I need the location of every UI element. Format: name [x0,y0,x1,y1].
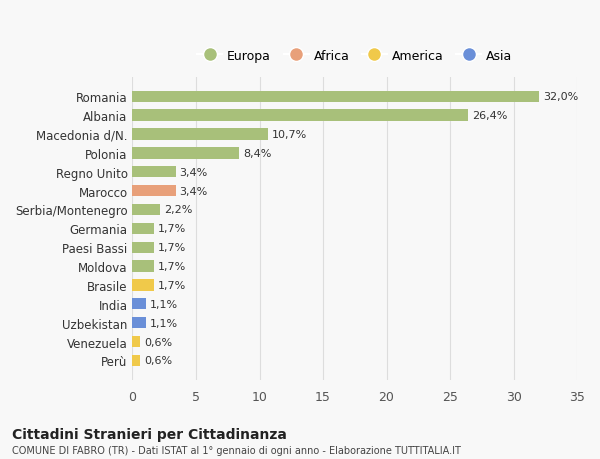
Text: 26,4%: 26,4% [472,111,507,121]
Text: 1,1%: 1,1% [150,299,178,309]
Bar [133,317,146,329]
Text: 1,7%: 1,7% [158,243,186,252]
Bar [133,91,539,103]
Bar [133,261,154,272]
Bar [133,110,468,122]
Text: 10,7%: 10,7% [272,130,307,140]
Text: 1,7%: 1,7% [158,280,186,291]
Text: 0,6%: 0,6% [144,356,172,366]
Bar [133,242,154,253]
Bar [133,185,176,197]
Bar [133,129,268,140]
Bar [133,223,154,235]
Bar [133,336,140,347]
Text: 0,6%: 0,6% [144,337,172,347]
Text: 32,0%: 32,0% [543,92,578,102]
Text: 2,2%: 2,2% [164,205,193,215]
Text: COMUNE DI FABRO (TR) - Dati ISTAT al 1° gennaio di ogni anno - Elaborazione TUTT: COMUNE DI FABRO (TR) - Dati ISTAT al 1° … [12,446,461,455]
Text: 8,4%: 8,4% [243,149,271,158]
Bar [133,280,154,291]
Bar [133,355,140,366]
Bar [133,204,160,216]
Text: 3,4%: 3,4% [179,168,208,177]
Text: 1,7%: 1,7% [158,224,186,234]
Text: 1,7%: 1,7% [158,262,186,271]
Bar [133,167,176,178]
Text: 1,1%: 1,1% [150,318,178,328]
Bar [133,148,239,159]
Text: 3,4%: 3,4% [179,186,208,196]
Text: Cittadini Stranieri per Cittadinanza: Cittadini Stranieri per Cittadinanza [12,427,287,442]
Legend: Europa, Africa, America, Asia: Europa, Africa, America, Asia [192,45,517,67]
Bar [133,298,146,310]
